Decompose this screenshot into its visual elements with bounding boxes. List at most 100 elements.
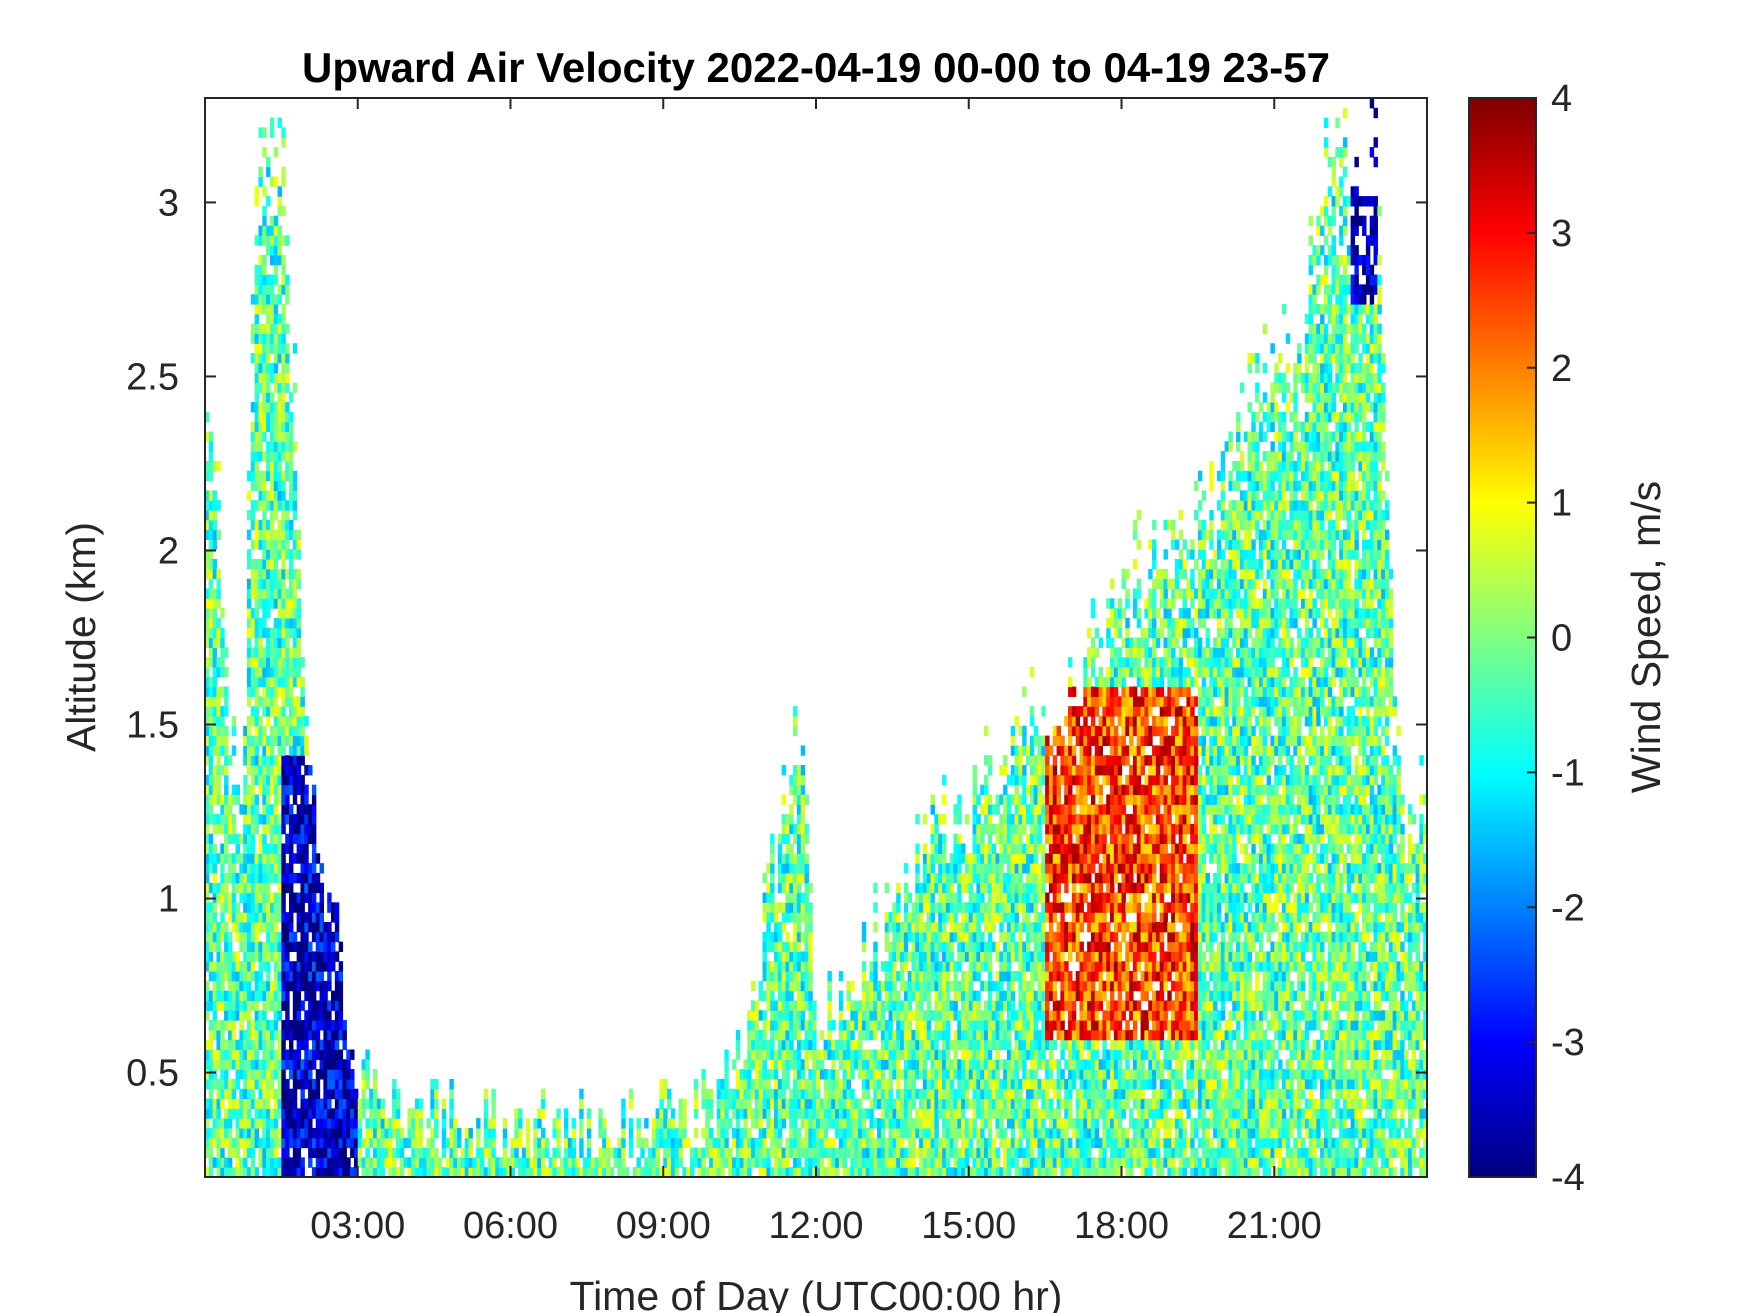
heatmap-cell [999,1118,1004,1129]
heatmap-cell [258,127,263,138]
heatmap-cell [949,863,955,874]
heatmap-cell [250,1167,256,1177]
heatmap-cell [731,1059,737,1070]
heatmap-cell [968,882,974,894]
heatmap-cell [968,951,974,962]
heatmap-cell [300,1118,305,1129]
heatmap-cell [266,715,271,727]
heatmap-cell [972,1127,977,1139]
heatmap-cell [311,1039,317,1051]
heatmap-cell [926,1167,932,1177]
heatmap-cell [1029,863,1035,874]
heatmap-cell [277,313,282,325]
heatmap-cell [235,872,240,884]
heatmap-cell [304,804,309,815]
heatmap-cell [1041,1127,1046,1139]
heatmap-cell [968,892,974,903]
heatmap-cell [659,1127,664,1139]
heatmap-cell [208,598,214,609]
heatmap-cell [289,1127,294,1139]
heatmap-cell [873,961,878,972]
heatmap-cell [800,912,806,923]
heatmap-cell [808,941,813,952]
heatmap-cell [269,176,275,187]
heatmap-cell [273,971,279,982]
heatmap-cell [216,1078,221,1090]
heatmap-cell [254,647,260,658]
heatmap-cell [327,1147,332,1158]
heatmap-cell [250,421,256,433]
heatmap-cell [319,941,324,952]
heatmap-cell [1018,1000,1023,1011]
heatmap-cell [281,941,286,952]
heatmap-cell [1010,765,1016,776]
heatmap-cell [258,1118,263,1129]
heatmap-cell [655,1157,661,1168]
heatmap-cell [304,823,309,835]
heatmap-cell [705,1098,710,1109]
heatmap-cell [903,941,909,952]
heatmap-cell [262,372,267,384]
heatmap-cell [285,990,290,1002]
heatmap-cell [277,382,282,393]
heatmap-cell [216,588,221,599]
heatmap-cell [319,1049,324,1060]
heatmap-cell [224,1069,229,1080]
heatmap-cell [281,637,286,648]
heatmap-cell [987,1167,993,1177]
heatmap-cell [1029,833,1035,845]
heatmap-cell [953,961,958,972]
heatmap-cell [972,1088,977,1100]
heatmap-cell [1056,794,1061,805]
heatmap-cell [968,912,974,923]
heatmap-cell [269,912,275,923]
heatmap-cell [1041,843,1046,854]
heatmap-cell [1056,1069,1061,1080]
heatmap-cell [292,794,298,805]
heatmap-cell [942,990,947,1002]
heatmap-cell [304,1069,309,1080]
heatmap-cell [334,1098,340,1109]
heatmap-cell [1006,990,1012,1002]
heatmap-cell [1045,1039,1050,1051]
heatmap-cell [205,411,210,423]
heatmap-cell [216,921,221,933]
heatmap-cell [300,971,305,982]
heatmap-cell [865,980,871,992]
heatmap-cell [919,961,924,972]
heatmap-cell [1014,1059,1019,1070]
heatmap-cell [800,765,806,776]
heatmap-cell [781,990,787,1002]
heatmap-cell [262,549,267,560]
heatmap-cell [208,725,214,737]
heatmap-cell [911,1049,916,1060]
heatmap-cell [1029,1049,1035,1060]
heatmap-cell [968,1029,974,1041]
heatmap-cell [285,725,290,737]
heatmap-cell [602,1118,607,1129]
heatmap-cell [926,892,932,903]
heatmap-cell [1010,990,1016,1002]
heatmap-cell [319,1167,324,1177]
heatmap-cell [220,1069,225,1080]
heatmap-cell [258,382,263,393]
heatmap-cell [716,1167,722,1177]
heatmap-cell [976,1088,981,1100]
heatmap-cell [953,1088,958,1100]
heatmap-cell [292,627,298,639]
heatmap-cell [273,715,279,727]
heatmap-cell [212,794,218,805]
heatmap-cell [262,353,267,364]
heatmap-cell [1045,765,1050,776]
heatmap-cell [976,941,981,952]
heatmap-cell [220,686,225,697]
heatmap-cell [273,402,279,413]
heatmap-cell [804,902,809,913]
heatmap-cell [945,863,951,874]
heatmap-cell [510,1147,515,1158]
heatmap-cell [239,980,244,992]
heatmap-cell [838,990,844,1002]
heatmap-cell [900,961,905,972]
heatmap-cell [269,951,275,962]
heatmap-cell [903,1049,909,1060]
